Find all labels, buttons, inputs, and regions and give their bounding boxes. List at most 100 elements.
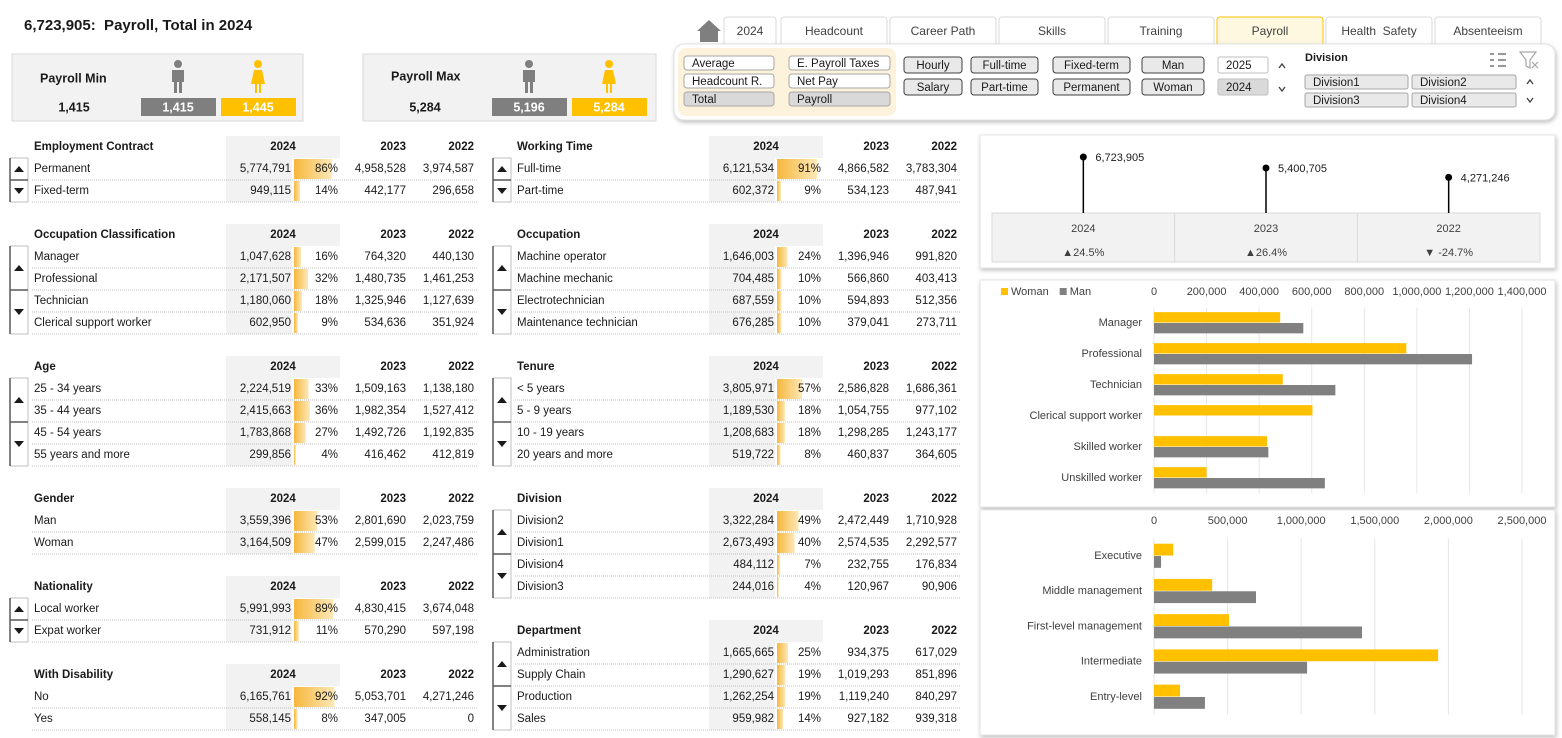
clear-filter-icon[interactable]	[1518, 51, 1539, 69]
filter-button-label[interactable]: Fixed-term	[1064, 60, 1119, 72]
share-label: 40%	[798, 537, 821, 549]
scroll-down-arrow[interactable]	[14, 441, 24, 447]
value-2023: 416,462	[364, 449, 406, 461]
share-bar	[294, 709, 298, 729]
filter-button-label[interactable]: Part-time	[981, 82, 1028, 94]
division-scroll-up[interactable]	[1526, 78, 1534, 85]
scroll-down-arrow[interactable]	[14, 309, 24, 315]
division-button-label[interactable]: Division2	[1420, 77, 1467, 89]
measure-button[interactable]	[788, 55, 891, 71]
scroll-down-arrow[interactable]	[497, 441, 507, 447]
tab-label[interactable]: Health Safety	[1341, 24, 1416, 38]
value-2022: 273,711	[916, 317, 957, 329]
value-2024: 2,171,507	[240, 273, 291, 285]
measure-button-label[interactable]: E. Payroll Taxes	[797, 58, 879, 70]
measure-button[interactable]	[788, 73, 891, 89]
division-button[interactable]	[1411, 92, 1517, 108]
scroll-down-arrow[interactable]	[14, 188, 24, 194]
filter-button[interactable]	[1141, 78, 1205, 96]
division-button[interactable]	[1304, 92, 1409, 108]
person-head	[254, 60, 262, 68]
measure-button-label[interactable]: Total	[692, 94, 716, 106]
home-shape[interactable]	[697, 20, 721, 42]
division-button[interactable]	[1411, 74, 1517, 90]
scroll-up-arrow[interactable]	[497, 529, 507, 535]
division-button[interactable]	[1304, 74, 1409, 90]
filter-button-label[interactable]: Full-time	[982, 60, 1026, 72]
measure-button[interactable]	[683, 91, 775, 107]
value-2023: 460,837	[847, 449, 889, 461]
filter-button-label[interactable]: Salary	[917, 82, 950, 94]
filter-button[interactable]	[1052, 78, 1131, 96]
scroll-up-arrow[interactable]	[497, 265, 507, 271]
filter-button-label[interactable]: Man	[1162, 60, 1184, 72]
scroll-up-arrow[interactable]	[497, 397, 507, 403]
bar	[1154, 436, 1268, 447]
scroll-up-arrow[interactable]	[14, 166, 24, 172]
scroll-down-arrow[interactable]	[497, 573, 507, 579]
scroll-up[interactable]	[1278, 62, 1286, 69]
home-icon[interactable]	[697, 20, 721, 42]
division-button-label[interactable]: Division3	[1313, 95, 1360, 107]
filter-button-label[interactable]: Permanent	[1063, 82, 1120, 94]
current-year-header-bg	[226, 356, 340, 378]
year-button[interactable]	[1217, 56, 1269, 74]
measure-button[interactable]	[683, 55, 775, 71]
year-button-label[interactable]: 2025	[1226, 60, 1252, 72]
scroll-up-arrow[interactable]	[497, 661, 507, 667]
scroll-down[interactable]	[1278, 86, 1286, 93]
filter-button[interactable]	[970, 78, 1039, 96]
scroll-up-arrow[interactable]	[14, 265, 24, 271]
row-label: Supply Chain	[517, 669, 585, 681]
scroll-down-arrow[interactable]	[14, 628, 24, 634]
scroll-down-arrow[interactable]	[497, 188, 507, 194]
share-bar	[294, 401, 310, 421]
data-label: 6,723,905	[1095, 152, 1144, 164]
value-2023: 5,053,701	[355, 691, 406, 703]
year-button-label[interactable]: 2024	[1226, 82, 1252, 94]
measure-button[interactable]	[788, 91, 891, 107]
filter-button[interactable]	[970, 56, 1039, 74]
scroll-up-arrow[interactable]	[14, 397, 24, 403]
scroll-down-arrow[interactable]	[497, 309, 507, 315]
filter-button[interactable]	[903, 56, 963, 74]
measure-button-label[interactable]: Headcount R.	[692, 76, 762, 88]
filter-button[interactable]	[1052, 56, 1131, 74]
current-year-header-bg	[226, 224, 340, 246]
kpi-man-box	[141, 98, 216, 116]
tab-label[interactable]: Payroll	[1252, 24, 1289, 38]
tab-label[interactable]: Absenteeism	[1453, 24, 1522, 38]
tab-label[interactable]: Training	[1140, 24, 1183, 38]
measure-button[interactable]	[683, 73, 775, 89]
share-bar	[294, 181, 301, 201]
multi-select-icon[interactable]	[1490, 53, 1506, 67]
scroll-up-arrow[interactable]	[14, 606, 24, 612]
value-2023: 1,480,735	[355, 273, 406, 285]
year-button[interactable]	[1217, 78, 1269, 96]
division-button-label[interactable]: Division1	[1313, 77, 1360, 89]
tab-label[interactable]: Career Path	[911, 24, 976, 38]
filter-button-label[interactable]: Hourly	[916, 60, 949, 72]
share-bar	[777, 555, 781, 575]
share-label: 10%	[798, 317, 821, 329]
filter-button[interactable]	[903, 78, 963, 96]
filter-button[interactable]	[1141, 56, 1205, 74]
tab-label[interactable]: 2024	[737, 24, 764, 38]
x-tick-label: 1,200,000	[1445, 286, 1494, 298]
filter-button-label[interactable]: Woman	[1153, 82, 1192, 94]
measure-button-label[interactable]: Payroll	[797, 94, 832, 106]
measure-button-label[interactable]: Average	[692, 58, 735, 70]
division-button-label[interactable]: Division4	[1420, 95, 1467, 107]
measure-button-label[interactable]: Net Pay	[797, 76, 838, 88]
tab-label[interactable]: Headcount	[805, 24, 864, 38]
scroll-down-arrow[interactable]	[497, 705, 507, 711]
share-bar	[777, 291, 782, 311]
tab-label[interactable]: Skills	[1038, 24, 1066, 38]
share-label: 86%	[315, 163, 338, 175]
column-header: 2023	[863, 361, 889, 373]
value-2022: 617,029	[915, 647, 957, 659]
scroll-up-arrow[interactable]	[497, 166, 507, 172]
row-label: Administration	[517, 647, 590, 659]
division-scroll-down[interactable]	[1526, 97, 1534, 104]
share-label: 47%	[315, 537, 338, 549]
